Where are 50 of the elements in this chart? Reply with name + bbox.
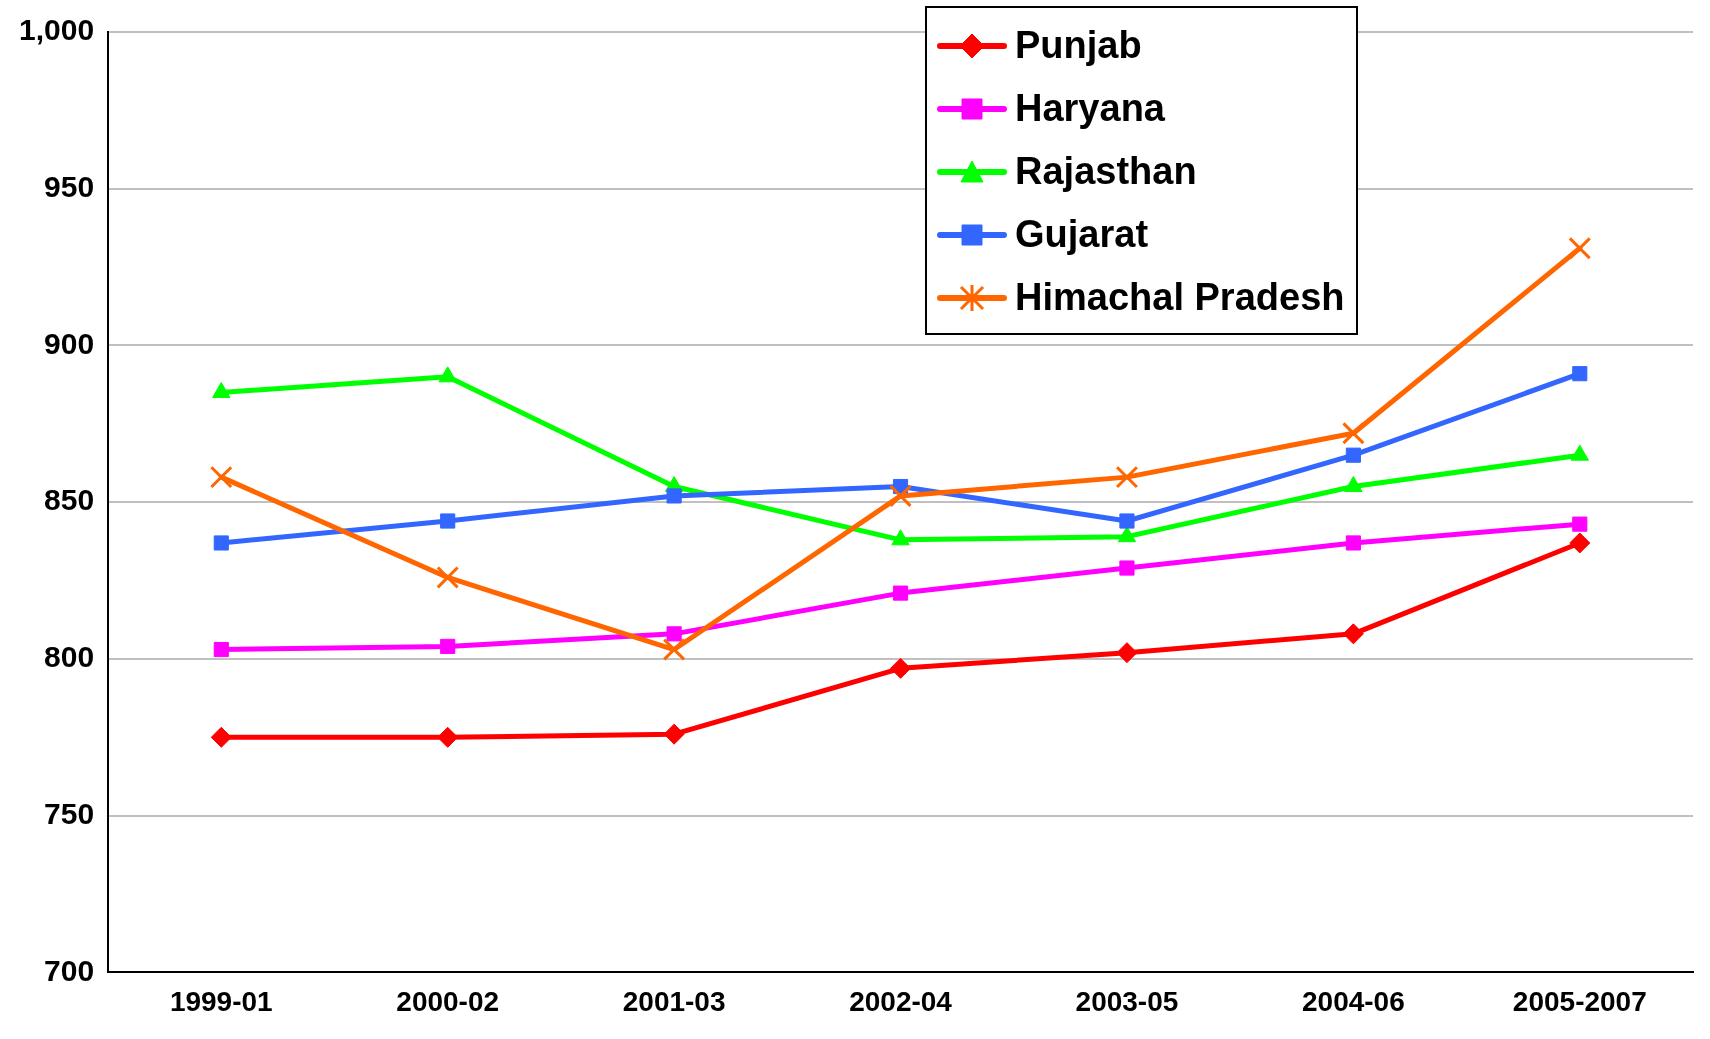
point [440, 513, 456, 529]
y-tick-label: 1,000 [19, 13, 95, 47]
x-tick-label: 1999-01 [169, 985, 273, 1017]
point [437, 726, 459, 748]
x-tick-label: 2003-05 [1075, 985, 1179, 1017]
point [892, 585, 909, 601]
legend-label: Haryana [1015, 87, 1165, 130]
point [1572, 366, 1588, 382]
point [663, 723, 685, 745]
point [436, 566, 460, 589]
point [1116, 642, 1138, 664]
point [209, 465, 233, 489]
point [1342, 623, 1364, 645]
point [1119, 560, 1135, 576]
point [889, 484, 912, 508]
point [1344, 476, 1363, 493]
y-tick-label: 850 [44, 483, 95, 517]
point [210, 726, 232, 748]
point [1572, 516, 1588, 532]
x-tick-label: 2005-2007 [1512, 985, 1647, 1017]
point [213, 535, 229, 551]
point [1568, 236, 1592, 260]
point [1341, 421, 1365, 445]
x-tick-label: 2000-02 [396, 985, 500, 1017]
y-tick-label: 900 [44, 326, 95, 360]
x-tick-label: 2002-04 [849, 985, 953, 1017]
legend-label: Rajasthan [1015, 150, 1197, 193]
x-tick-label: 2004-06 [1301, 985, 1405, 1017]
point [662, 638, 686, 661]
point [438, 366, 457, 383]
point [891, 529, 910, 546]
point [440, 638, 456, 654]
point [666, 626, 682, 642]
point [1117, 526, 1137, 543]
point [213, 641, 229, 658]
y-tick-label: 750 [44, 796, 95, 830]
y-tick-label: 800 [44, 640, 95, 674]
point [1115, 465, 1139, 489]
point [1345, 535, 1361, 551]
y-tick-label: 950 [44, 170, 95, 203]
x-tick-label: 2001-03 [622, 985, 726, 1017]
point [1119, 513, 1135, 529]
legend-label: Himachal Pradesh [1015, 276, 1345, 319]
point [1345, 447, 1361, 463]
y-tick-label: 700 [44, 953, 95, 987]
point [666, 488, 682, 504]
point [890, 657, 912, 679]
point [1569, 532, 1591, 554]
legend-label: Gujarat [1015, 213, 1149, 256]
legend-label: Punjab [1015, 24, 1142, 67]
